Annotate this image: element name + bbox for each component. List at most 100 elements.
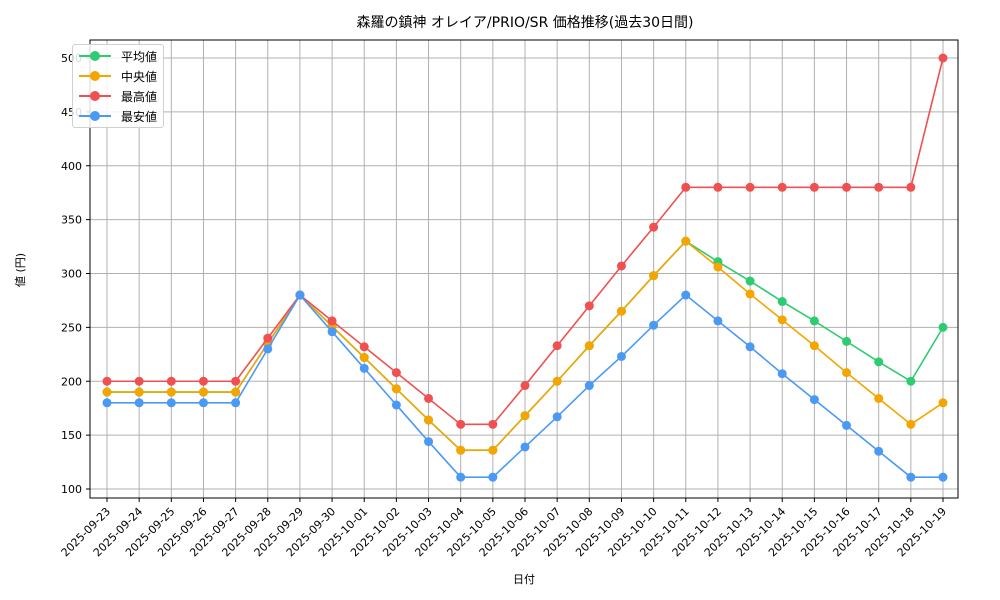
data-point (938, 53, 948, 63)
data-point (424, 437, 434, 447)
y-tick-label: 400 (61, 160, 82, 173)
y-tick-label: 150 (61, 429, 82, 442)
data-point (681, 236, 691, 246)
data-point (198, 398, 208, 408)
data-point (745, 276, 755, 286)
data-point (616, 261, 626, 271)
data-point (874, 446, 884, 456)
data-point (456, 472, 466, 482)
data-point (809, 395, 819, 405)
data-point (809, 341, 819, 351)
data-point (809, 316, 819, 326)
data-point (198, 376, 208, 386)
data-point (649, 320, 659, 330)
data-point (263, 344, 273, 354)
data-point (906, 182, 916, 192)
data-point (102, 376, 112, 386)
data-point (424, 415, 434, 425)
data-point (842, 420, 852, 430)
data-point (134, 398, 144, 408)
data-point (102, 398, 112, 408)
legend-line-marker-icon (79, 51, 111, 61)
data-point (874, 357, 884, 367)
data-point (938, 322, 948, 332)
data-point (231, 398, 241, 408)
data-point (713, 262, 723, 272)
data-point (488, 445, 498, 455)
legend-item-min: 最安値 (79, 106, 157, 126)
data-point (231, 387, 241, 397)
data-point (713, 182, 723, 192)
data-point (874, 182, 884, 192)
data-point (359, 363, 369, 373)
plot-frame (89, 39, 959, 499)
data-point (456, 445, 466, 455)
data-point (456, 419, 466, 429)
y-tick-label: 350 (61, 214, 82, 227)
data-point (938, 398, 948, 408)
grid-lines (90, 40, 958, 498)
y-tick-label: 250 (61, 321, 82, 334)
data-point (391, 384, 401, 394)
data-point (809, 182, 819, 192)
data-point (424, 393, 434, 403)
y-tick-label: 200 (61, 375, 82, 388)
data-point (166, 376, 176, 386)
data-point (745, 342, 755, 352)
data-point (777, 369, 787, 379)
data-point (745, 289, 755, 299)
legend-item-average: 平均値 (79, 46, 157, 66)
chart-title: 森羅の鎮神 オレイア/PRIO/SR 価格推移(過去30日間) (356, 15, 694, 31)
x-axis-ticks: 2025-09-232025-09-242025-09-252025-09-26… (59, 498, 949, 559)
data-point (584, 381, 594, 391)
data-point (231, 376, 241, 386)
data-point (134, 376, 144, 386)
series-min (102, 290, 948, 482)
data-point (777, 297, 787, 307)
legend-item-max: 最高値 (79, 86, 157, 106)
legend-line-marker-icon (79, 91, 111, 101)
data-point (681, 182, 691, 192)
data-point (584, 301, 594, 311)
data-point (488, 472, 498, 482)
data-point (166, 398, 176, 408)
legend-line-marker-icon (79, 111, 111, 121)
data-point (359, 353, 369, 363)
data-point (616, 306, 626, 316)
data-point (166, 387, 176, 397)
data-point (616, 351, 626, 361)
data-point (681, 290, 691, 300)
data-point (198, 387, 208, 397)
data-point (552, 376, 562, 386)
data-point (359, 342, 369, 352)
data-point (745, 182, 755, 192)
data-point (295, 290, 305, 300)
data-point (134, 387, 144, 397)
data-point (842, 182, 852, 192)
data-point (649, 222, 659, 232)
data-point (520, 411, 530, 421)
data-point (906, 376, 916, 386)
data-point (552, 341, 562, 351)
data-point (327, 327, 337, 337)
data-point (488, 419, 498, 429)
data-point (584, 341, 594, 351)
data-point (777, 182, 787, 192)
data-point (874, 393, 884, 403)
data-point (842, 336, 852, 346)
data-point (713, 316, 723, 326)
data-point (777, 315, 787, 325)
data-point (520, 381, 530, 391)
data-point (263, 333, 273, 343)
series-lines (102, 53, 948, 482)
data-point (520, 442, 530, 452)
data-point (842, 368, 852, 378)
y-tick-label: 100 (61, 483, 82, 496)
data-point (327, 316, 337, 326)
data-point (391, 368, 401, 378)
legend: 平均値 中央値 最高値 最安値 (72, 44, 164, 128)
data-point (906, 419, 916, 429)
y-axis-label: 値 (円) (14, 253, 27, 287)
y-tick-label: 300 (61, 268, 82, 281)
